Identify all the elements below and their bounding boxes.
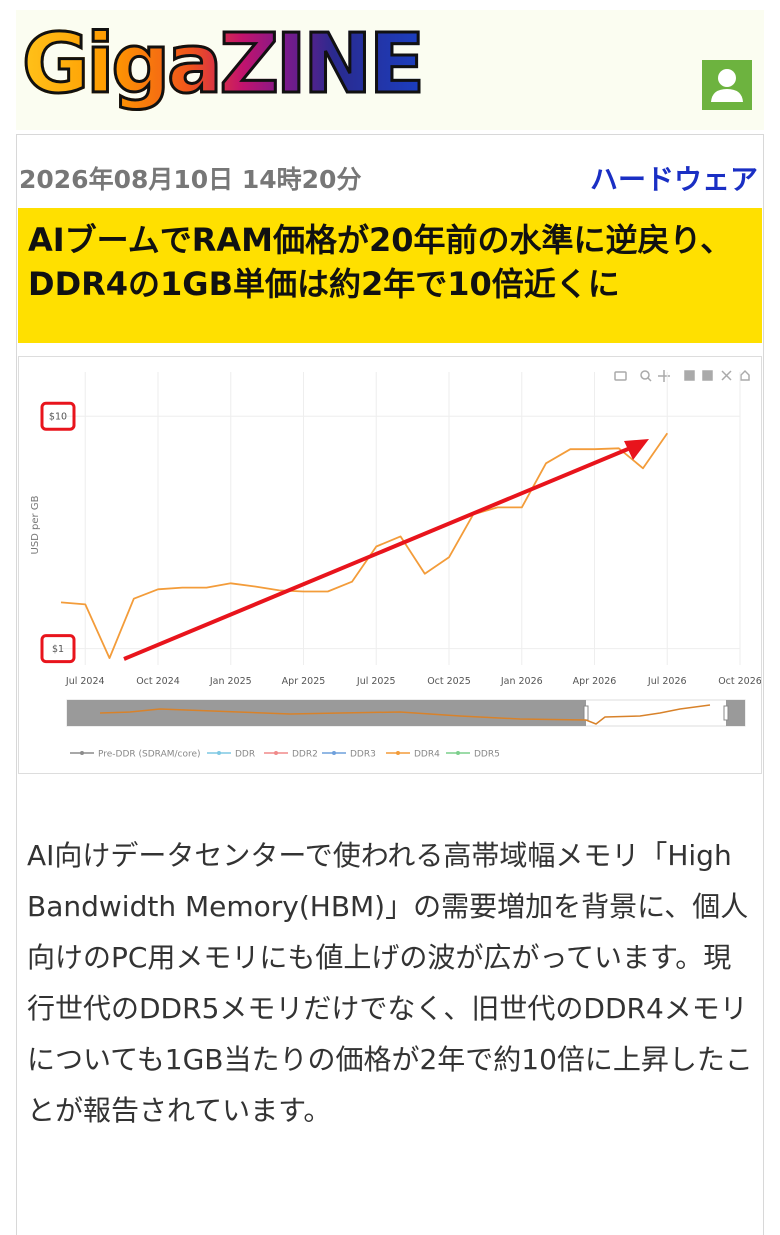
trend-arrow — [123, 447, 629, 661]
legend-label: Pre-DDR (SDRAM/core) — [98, 750, 201, 760]
legend-label: DDR3 — [350, 750, 376, 760]
x-tick-label: Apr 2026 — [573, 676, 617, 687]
x-tick-label: Jan 2025 — [209, 676, 252, 687]
plot-area: Jul 2024 Oct 2024 Jan 2025 Apr 2025 Jul 2025… — [30, 372, 762, 760]
user-icon[interactable] — [702, 60, 752, 110]
modebar — [614, 369, 750, 382]
legend-label: DDR5 — [474, 750, 500, 760]
trend-arrowhead — [624, 439, 649, 460]
x-tick-label: Apr 2025 — [282, 676, 326, 687]
article-body: AI向けデータセンターで使われる高帯域幅メモリ「High Bandwidth M… — [27, 839, 753, 1127]
article-date: 2026年08月10日 14時20分 — [19, 165, 362, 194]
x-tick-label: Oct 2024 — [136, 676, 180, 687]
legend-marker — [217, 751, 221, 755]
x-tick-label: Jan 2026 — [500, 676, 543, 687]
legend-marker — [332, 751, 336, 755]
legend-marker — [456, 751, 460, 755]
x-tick-label: Jul 2025 — [356, 676, 396, 687]
range-slider — [66, 699, 746, 727]
legend-label: DDR — [235, 750, 255, 760]
highlight-box — [40, 634, 76, 664]
chart: Jul 2024 Oct 2024 Jan 2025 Apr 2025 Jul 2025… — [30, 369, 762, 760]
data-line — [60, 432, 669, 659]
legend-label: DDR2 — [292, 750, 318, 760]
site-logo[interactable]: GigaZINE — [20, 10, 426, 120]
article-category[interactable]: ハードウェア — [589, 163, 758, 196]
article-frame — [16, 134, 764, 1235]
legend-marker — [80, 751, 84, 755]
legend-marker — [396, 751, 400, 755]
y-axis-title: USD per GB — [30, 495, 41, 554]
x-tick-label: Jul 2026 — [647, 676, 687, 687]
y-tick-label: $10 — [49, 412, 67, 423]
x-tick-label: Jul 2024 — [65, 676, 105, 687]
article-title: AIブームでRAM価格が20年前の水準に逆戻り、DDR4の1GB単価は約2年で1… — [18, 208, 762, 343]
legend-marker — [274, 751, 278, 755]
legend-label: DDR4 — [414, 750, 440, 760]
site-header: GigaZINE — [16, 10, 764, 130]
highlight-box — [40, 401, 76, 431]
y-tick-label: $1 — [52, 644, 64, 655]
x-tick-label: Oct 2026 — [718, 676, 761, 687]
chart-frame: Jul 2024 Oct 2024 Jan 2025 Apr 2025 Jul 2025… — [18, 356, 762, 774]
x-tick-label: Oct 2025 — [427, 676, 471, 687]
